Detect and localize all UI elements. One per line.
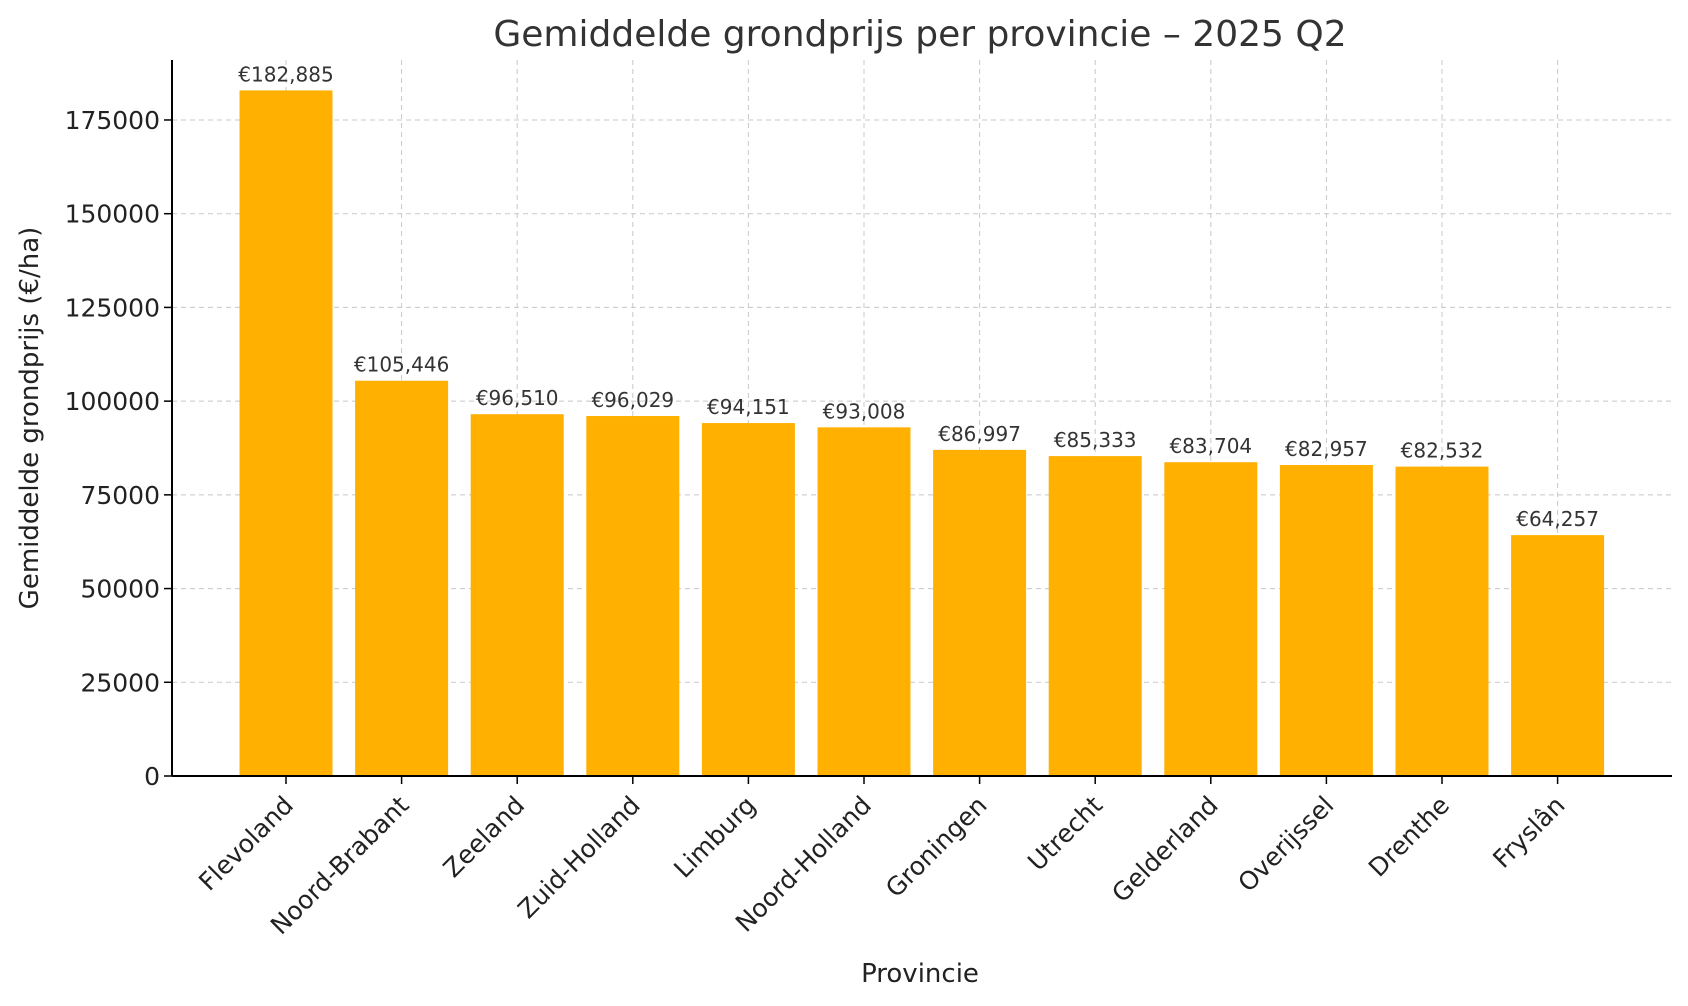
- data-label: €82,957: [1285, 437, 1368, 461]
- bar-overijssel: [1279, 465, 1373, 776]
- x-tick-label: Fryslân: [1487, 790, 1570, 873]
- bar-noord-holland: [817, 427, 911, 776]
- y-tick-label: 25000: [80, 668, 160, 697]
- bar-zuid-holland: [586, 416, 680, 776]
- bar-noord-brabant: [355, 380, 449, 776]
- x-axis-label: Provincie: [861, 959, 979, 989]
- y-tick-label: 175000: [65, 106, 160, 135]
- y-axis-label: Gemiddelde grondprijs (€/ha): [15, 227, 45, 610]
- axes-layer: [171, 60, 1672, 777]
- y-tick-label: 50000: [80, 575, 160, 604]
- x-tick-label: Limburg: [668, 790, 761, 883]
- data-label: €93,008: [823, 399, 906, 423]
- x-tick-label: Overijssel: [1232, 790, 1339, 897]
- x-tick-label: Gelderland: [1106, 790, 1224, 908]
- data-label: €182,885: [238, 62, 333, 86]
- x-tick-label: Flevoland: [193, 790, 299, 896]
- data-label: €85,333: [1054, 428, 1137, 452]
- data-label: €83,704: [1169, 434, 1252, 458]
- x-tick-label: Zeeland: [438, 790, 531, 883]
- bar-drenthe: [1395, 466, 1489, 776]
- y-ticks-layer: 0 25000 50000 75000 100000 125000 150000 175000: [65, 106, 172, 791]
- bar-gelderland: [1164, 462, 1258, 776]
- y-tick-label: 0: [144, 762, 160, 791]
- x-tick-label: Utrecht: [1022, 790, 1108, 876]
- data-labels-layer: €182,885 €105,446 €96,510 €96,029 €94,151 €93…: [238, 62, 1599, 531]
- data-label: €105,446: [354, 353, 449, 377]
- data-label: €64,257: [1516, 507, 1599, 531]
- bar-zeeland: [470, 414, 564, 776]
- y-tick-label: 100000: [65, 387, 160, 416]
- bar-flevoland: [239, 90, 333, 776]
- bar-utrecht: [1048, 456, 1142, 776]
- y-tick-label: 150000: [65, 200, 160, 229]
- x-tick-label: Drenthe: [1363, 790, 1455, 882]
- bar-groningen: [933, 449, 1027, 776]
- y-tick-label: 125000: [65, 293, 160, 322]
- bars-layer: [239, 90, 1605, 776]
- data-label: €82,532: [1401, 439, 1484, 463]
- x-tick-label: Groningen: [880, 790, 993, 903]
- y-tick-label: 75000: [80, 481, 160, 510]
- data-label: €94,151: [707, 395, 790, 419]
- bar-limburg: [701, 423, 795, 776]
- data-label: €96,510: [476, 386, 559, 410]
- chart-title: Gemiddelde grondprijs per provincie – 20…: [493, 14, 1346, 55]
- bar-frysl-n: [1511, 535, 1605, 776]
- data-label: €86,997: [938, 422, 1021, 446]
- x-tick-label: Zuid-Holland: [512, 790, 646, 924]
- data-label: €96,029: [591, 388, 674, 412]
